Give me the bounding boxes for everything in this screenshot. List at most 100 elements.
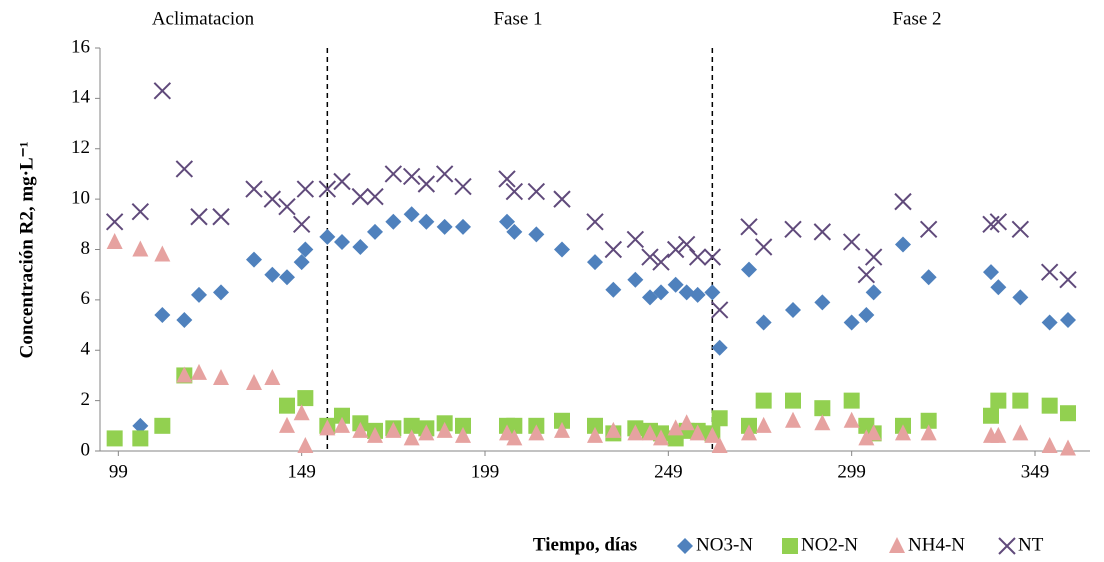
legend-label: NO2-N [801, 534, 858, 555]
point [352, 421, 369, 438]
point [586, 213, 604, 231]
point [175, 160, 194, 178]
point [293, 254, 310, 271]
point [403, 429, 420, 446]
point [292, 215, 311, 234]
point [132, 430, 149, 447]
point [153, 82, 172, 100]
point [920, 424, 937, 441]
x-tick-label: 249 [654, 461, 683, 482]
point [755, 392, 772, 409]
point [919, 220, 938, 239]
point [989, 213, 1008, 231]
point [1012, 392, 1029, 409]
point [131, 203, 150, 221]
point [704, 426, 721, 443]
point [297, 390, 314, 407]
y-tick-label: 2 [81, 389, 91, 410]
legend-marker [677, 538, 693, 554]
point [176, 312, 193, 329]
point [418, 213, 435, 230]
point [366, 187, 384, 206]
point [246, 251, 262, 268]
point [983, 264, 999, 281]
point [506, 429, 523, 446]
y-axis-title: Concentración R2, mg·L⁻¹ [16, 142, 37, 359]
point [1012, 424, 1029, 441]
y-tick-label: 6 [81, 288, 91, 309]
point [755, 416, 772, 433]
point [132, 240, 149, 257]
y-tick-label: 8 [81, 238, 91, 259]
y-tick-label: 14 [71, 87, 91, 108]
point [436, 421, 453, 438]
point [319, 419, 336, 436]
point [627, 424, 644, 441]
point [688, 248, 707, 266]
x-axis-title: Tiempo, días [533, 534, 637, 555]
point [865, 284, 882, 301]
x-tick-label: 99 [109, 461, 128, 482]
point [1012, 289, 1029, 306]
point [1011, 220, 1030, 239]
point [711, 436, 728, 453]
point [154, 306, 171, 323]
point [1060, 439, 1076, 456]
point [741, 261, 757, 278]
point [319, 228, 336, 245]
legend-label: NH4-N [908, 534, 965, 555]
point [842, 233, 861, 251]
point [642, 289, 658, 306]
point [785, 411, 801, 428]
y-tick-label: 10 [71, 187, 90, 208]
point [814, 294, 831, 311]
point [132, 417, 149, 434]
point [334, 416, 350, 433]
point [333, 172, 351, 191]
legend-marker [889, 537, 905, 553]
point [352, 238, 369, 255]
point [1059, 271, 1077, 289]
point [653, 429, 669, 446]
point [894, 192, 912, 211]
point [741, 424, 757, 441]
point [367, 426, 383, 443]
point [605, 281, 622, 298]
point [990, 392, 1007, 409]
point [554, 412, 570, 429]
phase-label: Aclimatacion [152, 8, 255, 29]
point [678, 414, 695, 431]
point [191, 363, 207, 380]
point [293, 404, 310, 421]
point [920, 412, 937, 429]
point [865, 424, 882, 441]
point [454, 177, 472, 196]
point [436, 218, 453, 235]
point [264, 266, 281, 283]
point [740, 218, 758, 236]
point [920, 269, 937, 286]
point [212, 208, 230, 226]
point [191, 286, 207, 303]
point [385, 213, 402, 230]
x-tick-label: 149 [287, 461, 316, 482]
point [554, 241, 570, 258]
point [351, 187, 370, 206]
point [213, 368, 229, 385]
point [667, 419, 684, 436]
point [154, 245, 171, 262]
point [895, 236, 911, 253]
point [279, 416, 295, 433]
point [154, 417, 171, 434]
point [106, 430, 123, 447]
y-tick-label: 0 [81, 439, 91, 460]
point [983, 407, 999, 424]
point [403, 206, 420, 223]
y-tick-label: 12 [71, 137, 90, 158]
point [858, 306, 875, 323]
point [710, 301, 729, 319]
point [864, 248, 883, 266]
point [814, 414, 831, 431]
y-tick-label: 16 [71, 36, 90, 57]
